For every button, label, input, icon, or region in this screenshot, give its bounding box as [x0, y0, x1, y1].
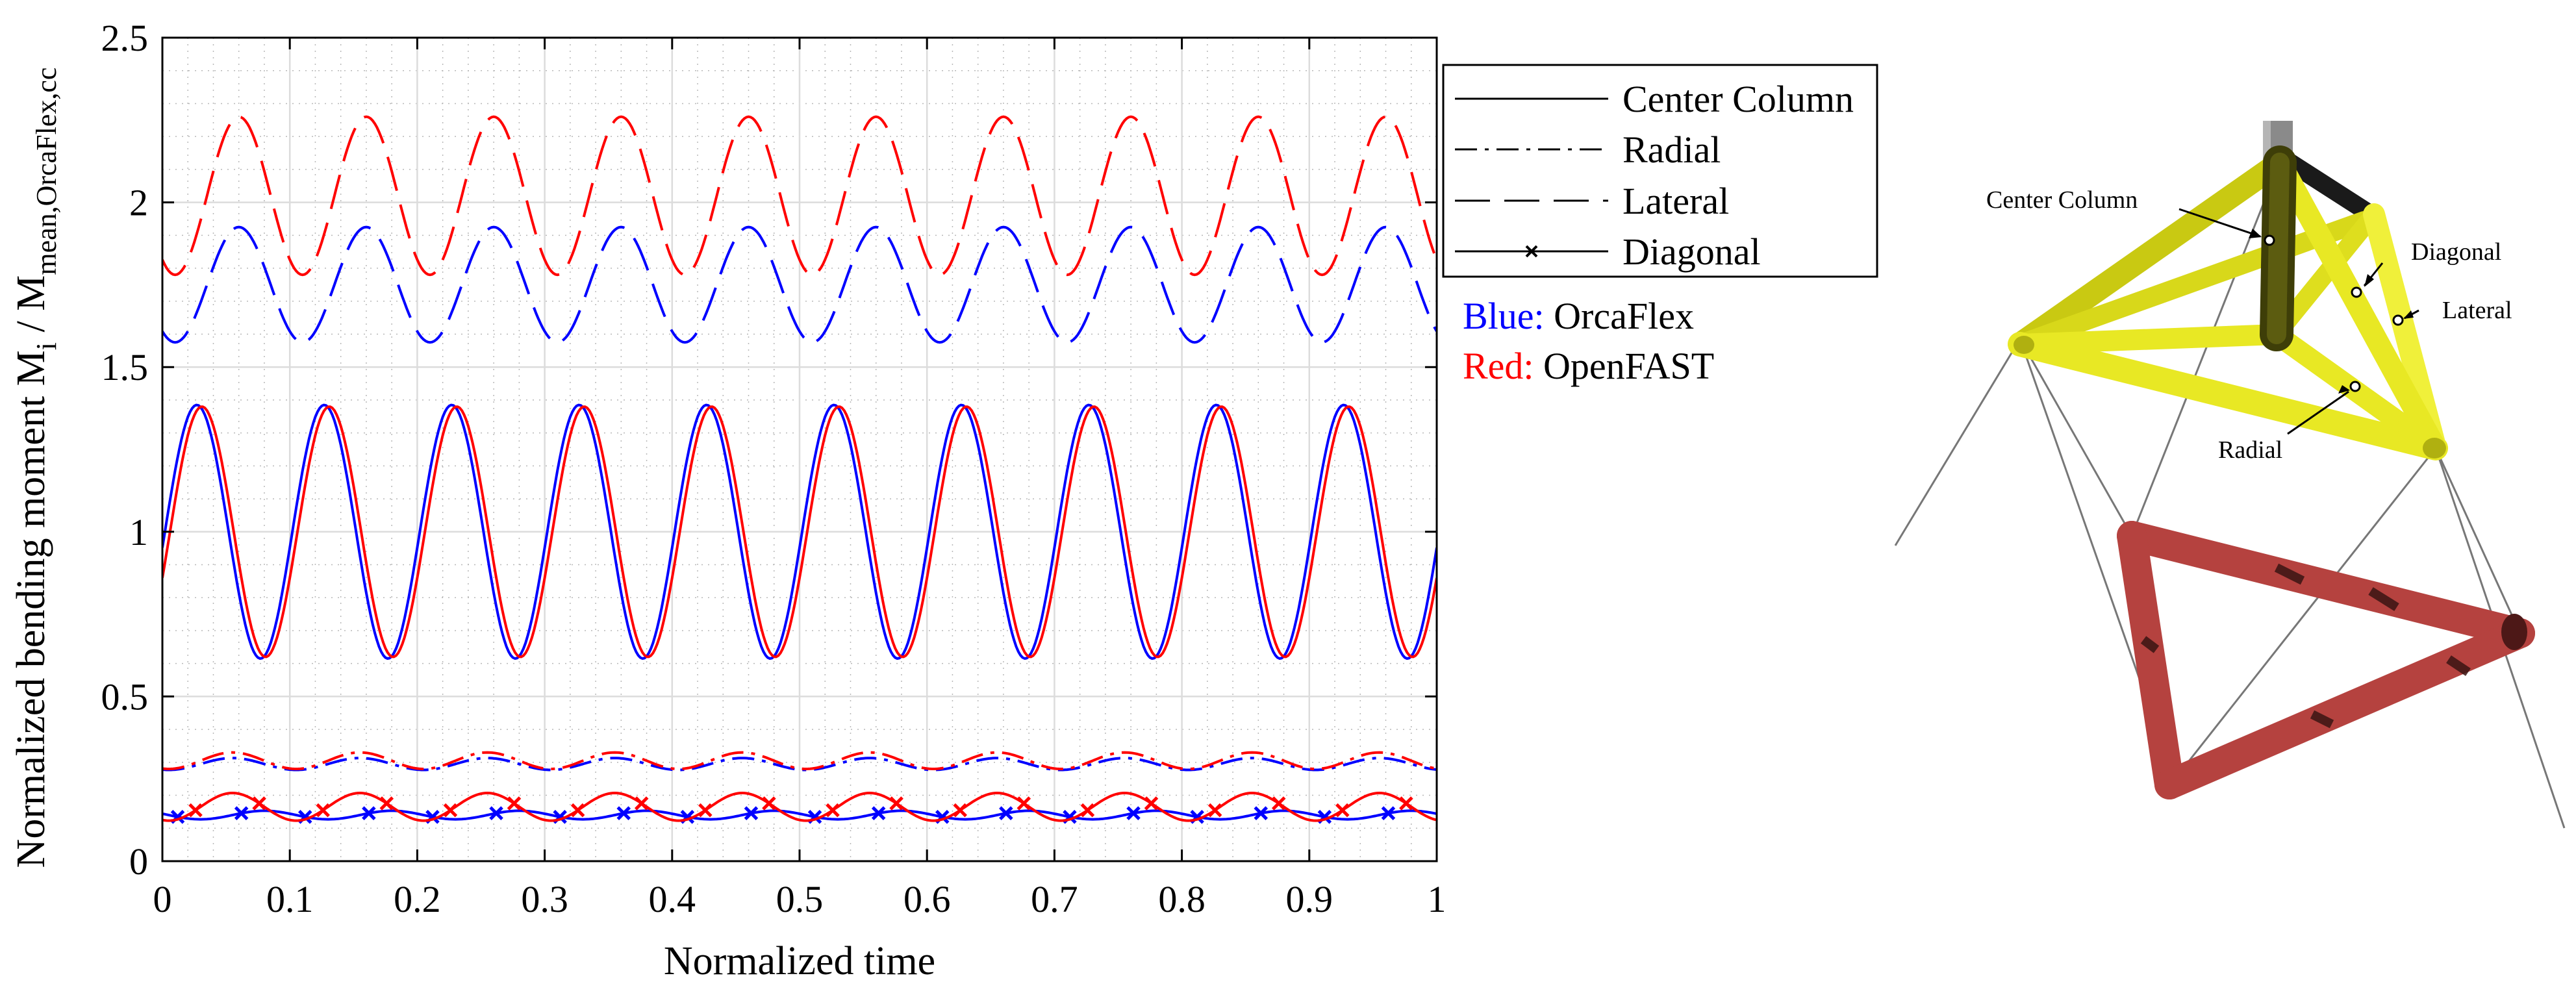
- marker-diagonal-openfast: [1399, 796, 1413, 811]
- marker-diagonal-orcaflex: [616, 806, 631, 820]
- series-line-radial-orcaflex: [162, 757, 1437, 772]
- y-axis-label: Normalized bending moment Mi / Mmean,Orc…: [9, 68, 62, 868]
- marker-diagonal-orcaflex: [1381, 806, 1396, 820]
- marker-diagonal-openfast: [1335, 803, 1350, 818]
- x-tick-label: 0.9: [1286, 878, 1333, 920]
- marker-diagonal-openfast: [316, 803, 330, 818]
- y-tick-label: 1: [129, 511, 148, 553]
- marker-diagonal-openfast: [379, 796, 394, 811]
- y-tick-label: 1.5: [101, 346, 149, 388]
- structure-diagram: Center Column Diagonal Lateral Radial: [1894, 121, 2566, 829]
- lower-pontoon-frame: [2117, 521, 2535, 799]
- y-tick-label: 0: [129, 840, 148, 883]
- marker-diagonal-openfast: [1144, 796, 1159, 811]
- marker-diagonal-openfast: [507, 796, 522, 811]
- marker-diagonal-orcaflex: [362, 806, 376, 820]
- pontoon-end: [2501, 614, 2527, 650]
- legend-marker-diagonal: [1525, 245, 1538, 258]
- x-axis-ticks: 0 0.1 0.2 0.3 0.4 0.5 0.6 0.7 0.8 0.9 1: [153, 38, 1446, 920]
- chart: 0 0.1 0.2 0.3 0.4 0.5 0.6 0.7 0.8 0.9 1 0 0.5 1 1.5 2 2…: [9, 17, 1878, 983]
- x-axis-label: Normalized time: [664, 939, 935, 983]
- series-line-radial-openfast: [162, 751, 1437, 770]
- legend: Center Column Radial Lateral Diagonal: [1442, 64, 1878, 278]
- marker-diagonal-openfast: [1080, 803, 1095, 818]
- series-line-center-column-openfast: [162, 405, 1437, 659]
- series-group: [162, 115, 1437, 824]
- x-tick-label: 0.4: [649, 878, 696, 920]
- marker-diagonal-openfast: [889, 796, 903, 811]
- x-tick-label: 0.8: [1158, 878, 1206, 920]
- marker-diagonal-openfast: [188, 803, 203, 818]
- x-tick-label: 0.2: [394, 878, 441, 920]
- x-tick-label: 0.7: [1031, 878, 1078, 920]
- legend-box: [1442, 64, 1878, 278]
- x-tick-label: 0.6: [903, 878, 951, 920]
- label-radial: Radial: [2218, 436, 2282, 464]
- legend-label-diagonal: Diagonal: [1623, 231, 1761, 273]
- y-tick-label: 2: [129, 182, 148, 224]
- series-line-diagonal-openfast: [162, 792, 1437, 822]
- marker-diagonal-openfast: [826, 803, 840, 818]
- marker-diagonal-openfast: [1207, 803, 1222, 818]
- series-line-lateral-openfast: [162, 115, 1437, 277]
- legend-label-lateral: Lateral: [1623, 180, 1729, 222]
- legend-label-center-column: Center Column: [1623, 78, 1854, 120]
- y-tick-label: 2.5: [101, 17, 149, 59]
- marker-diagonal-openfast: [252, 796, 266, 811]
- annotation-points: [2264, 234, 2404, 392]
- marker-diagonal-openfast: [953, 803, 967, 818]
- x-tick-label: 0.3: [521, 878, 568, 920]
- marker-diagonal-openfast: [634, 796, 649, 811]
- marker-diagonal-openfast: [443, 803, 458, 818]
- color-key-red: Red: OpenFAST: [1463, 345, 1714, 387]
- marker-diagonal-orcaflex: [1126, 806, 1141, 820]
- marker-diagonal-openfast: [570, 803, 585, 818]
- marker-diagonal-openfast: [698, 803, 713, 818]
- marker-diagonal-openfast: [1017, 796, 1031, 811]
- series-line-center-column-orcaflex: [162, 403, 1437, 660]
- upper-yellow-frame: [2008, 145, 2448, 460]
- color-key-blue: Blue: OrcaFlex: [1463, 295, 1694, 337]
- label-center-column: Center Column: [1986, 186, 2138, 214]
- series-line-diagonal-orcaflex: [162, 809, 1437, 821]
- marker-diagonal-orcaflex: [1254, 806, 1269, 820]
- x-tick-label: 0.5: [776, 878, 824, 920]
- marker-diagonal-orcaflex: [489, 806, 503, 820]
- marker-diagonal-openfast: [1271, 796, 1286, 811]
- x-tick-label: 0.1: [266, 878, 314, 920]
- series-line-lateral-orcaflex: [162, 225, 1437, 344]
- marker-diagonal-orcaflex: [999, 806, 1013, 820]
- label-diagonal: Diagonal: [2411, 238, 2501, 266]
- marker-diagonal-orcaflex: [234, 806, 249, 820]
- marker-diagonal-openfast: [762, 796, 776, 811]
- legend-label-radial: Radial: [1623, 129, 1721, 171]
- marker-diagonal-orcaflex: [744, 806, 759, 820]
- label-lateral: Lateral: [2442, 297, 2512, 324]
- y-tick-label: 0.5: [101, 675, 149, 718]
- x-tick-label: 1: [1428, 878, 1446, 920]
- y-axis-ticks: 0 0.5 1 1.5 2 2.5: [101, 17, 1437, 883]
- x-tick-label: 0: [153, 878, 172, 920]
- marker-diagonal-orcaflex: [871, 806, 886, 820]
